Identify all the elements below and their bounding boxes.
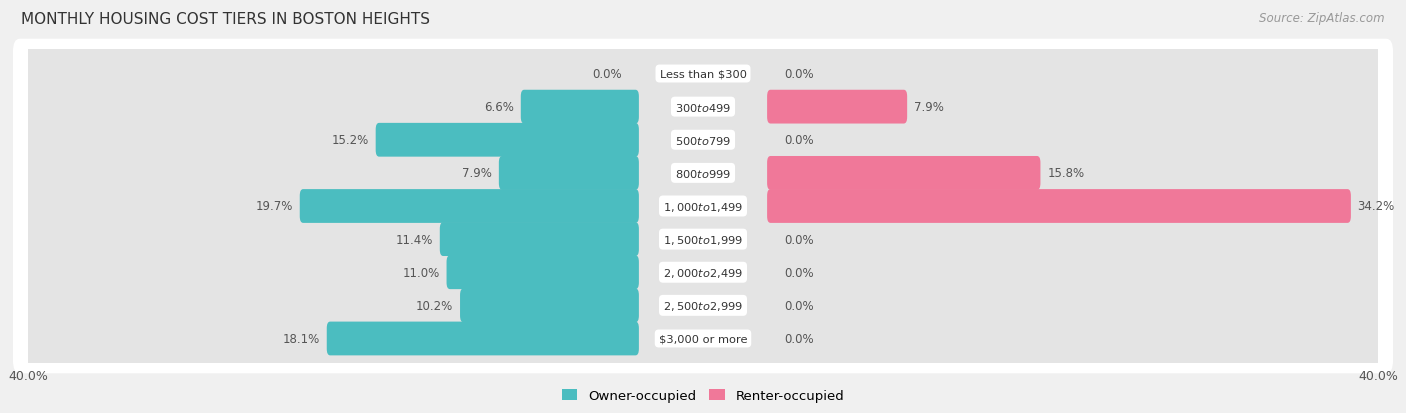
FancyBboxPatch shape [13, 172, 1393, 241]
Text: 0.0%: 0.0% [785, 233, 814, 246]
Legend: Owner-occupied, Renter-occupied: Owner-occupied, Renter-occupied [557, 384, 849, 407]
Text: $1,500 to $1,999: $1,500 to $1,999 [664, 233, 742, 246]
FancyBboxPatch shape [27, 213, 1379, 266]
FancyBboxPatch shape [13, 40, 1393, 109]
FancyBboxPatch shape [768, 90, 907, 124]
FancyBboxPatch shape [13, 304, 1393, 373]
Text: 0.0%: 0.0% [785, 68, 814, 81]
Text: 0.0%: 0.0% [785, 266, 814, 279]
FancyBboxPatch shape [27, 81, 1379, 134]
FancyBboxPatch shape [27, 312, 1379, 366]
Text: 0.0%: 0.0% [592, 68, 621, 81]
FancyBboxPatch shape [27, 180, 1379, 233]
FancyBboxPatch shape [299, 190, 638, 223]
Text: 6.6%: 6.6% [484, 101, 515, 114]
Text: 11.4%: 11.4% [395, 233, 433, 246]
FancyBboxPatch shape [13, 271, 1393, 340]
Text: 18.1%: 18.1% [283, 332, 321, 345]
FancyBboxPatch shape [27, 114, 1379, 167]
Text: 34.2%: 34.2% [1358, 200, 1395, 213]
FancyBboxPatch shape [520, 90, 638, 124]
FancyBboxPatch shape [768, 157, 1040, 190]
FancyBboxPatch shape [13, 73, 1393, 142]
FancyBboxPatch shape [27, 47, 1379, 101]
Text: $3,000 or more: $3,000 or more [659, 334, 747, 344]
Text: 10.2%: 10.2% [416, 299, 453, 312]
FancyBboxPatch shape [326, 322, 638, 356]
FancyBboxPatch shape [27, 246, 1379, 299]
FancyBboxPatch shape [440, 223, 638, 256]
Text: 15.8%: 15.8% [1047, 167, 1084, 180]
FancyBboxPatch shape [460, 289, 638, 323]
Text: $300 to $499: $300 to $499 [675, 102, 731, 113]
FancyBboxPatch shape [27, 147, 1379, 200]
FancyBboxPatch shape [447, 256, 638, 290]
Text: 0.0%: 0.0% [785, 134, 814, 147]
Text: MONTHLY HOUSING COST TIERS IN BOSTON HEIGHTS: MONTHLY HOUSING COST TIERS IN BOSTON HEI… [21, 12, 430, 27]
Text: $2,000 to $2,499: $2,000 to $2,499 [664, 266, 742, 279]
FancyBboxPatch shape [499, 157, 638, 190]
FancyBboxPatch shape [13, 205, 1393, 274]
FancyBboxPatch shape [13, 139, 1393, 208]
FancyBboxPatch shape [375, 123, 638, 157]
Text: 19.7%: 19.7% [256, 200, 292, 213]
FancyBboxPatch shape [27, 279, 1379, 332]
FancyBboxPatch shape [768, 190, 1351, 223]
Text: 0.0%: 0.0% [785, 299, 814, 312]
Text: 7.9%: 7.9% [463, 167, 492, 180]
FancyBboxPatch shape [13, 106, 1393, 175]
Text: 15.2%: 15.2% [332, 134, 368, 147]
Text: Source: ZipAtlas.com: Source: ZipAtlas.com [1260, 12, 1385, 25]
Text: $2,500 to $2,999: $2,500 to $2,999 [664, 299, 742, 312]
Text: $500 to $799: $500 to $799 [675, 135, 731, 146]
Text: $800 to $999: $800 to $999 [675, 168, 731, 179]
Text: Less than $300: Less than $300 [659, 69, 747, 79]
Text: $1,000 to $1,499: $1,000 to $1,499 [664, 200, 742, 213]
Text: 7.9%: 7.9% [914, 101, 943, 114]
Text: 11.0%: 11.0% [402, 266, 440, 279]
Text: 0.0%: 0.0% [785, 332, 814, 345]
FancyBboxPatch shape [13, 238, 1393, 307]
